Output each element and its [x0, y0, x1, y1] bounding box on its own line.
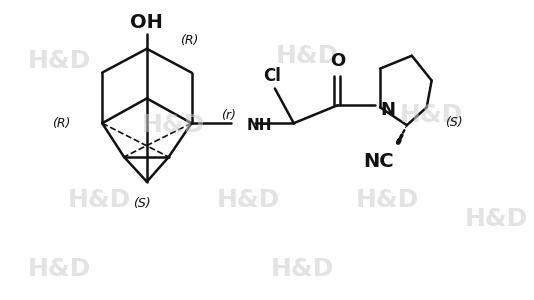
Text: (r): (r) — [221, 109, 236, 122]
Text: H&D: H&D — [400, 103, 464, 127]
Text: H&D: H&D — [276, 44, 339, 68]
Text: H&D: H&D — [28, 49, 91, 73]
Text: H&D: H&D — [142, 113, 205, 137]
Text: H&D: H&D — [465, 208, 528, 232]
Text: H&D: H&D — [216, 188, 280, 212]
Text: H&D: H&D — [68, 188, 131, 212]
Text: (S): (S) — [444, 116, 462, 129]
Text: H&D: H&D — [271, 257, 334, 281]
Text: H&D: H&D — [355, 188, 419, 212]
Text: NH: NH — [247, 118, 272, 133]
Text: (R): (R) — [179, 34, 198, 47]
Text: NC: NC — [364, 152, 395, 171]
Text: (S): (S) — [133, 197, 151, 210]
Text: Cl: Cl — [263, 67, 281, 85]
Text: (R): (R) — [52, 117, 70, 130]
Text: H&D: H&D — [28, 257, 91, 281]
Text: O: O — [330, 52, 345, 70]
Text: OH: OH — [130, 14, 163, 32]
Text: N: N — [380, 101, 395, 119]
